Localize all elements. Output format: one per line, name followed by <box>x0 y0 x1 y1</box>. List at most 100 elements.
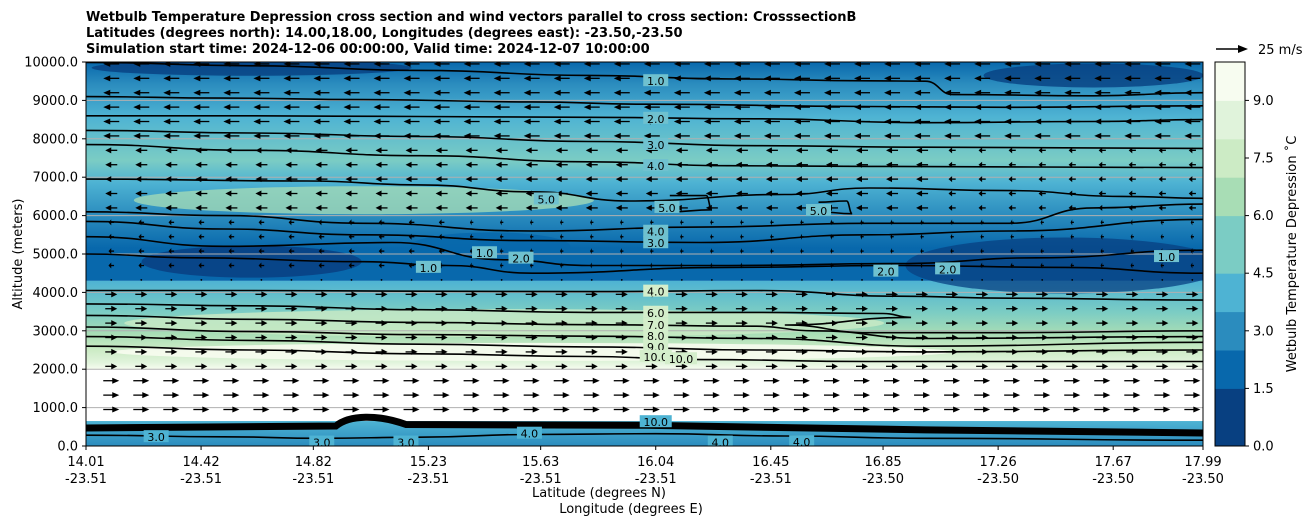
wind-vector-head <box>111 291 118 298</box>
wind-vector-head <box>680 233 682 240</box>
wind-vector-head <box>283 62 291 67</box>
wind-vector-head <box>583 89 591 96</box>
wind-vector-head <box>1190 219 1193 226</box>
wind-vector-head <box>531 305 538 312</box>
wind-vector-head <box>793 132 801 139</box>
wind-vector-head <box>892 305 899 312</box>
wind-vector-head <box>322 406 330 413</box>
wind-vector-head <box>765 176 772 183</box>
wind-vector-head <box>232 377 240 384</box>
wind-vector-head <box>741 305 748 312</box>
wind-vector-head <box>168 233 172 240</box>
wind-vector <box>650 279 653 281</box>
wind-vector-head <box>1072 320 1079 327</box>
wind-vector-head <box>373 89 381 96</box>
wind-vector-head <box>978 176 983 183</box>
wind-vector-head <box>1128 204 1133 211</box>
wind-vector-head <box>561 291 568 298</box>
wind-vector-head <box>712 406 720 413</box>
wind-vector-head <box>952 320 959 327</box>
wind-vector <box>530 279 533 281</box>
wind-vector-head <box>283 75 291 82</box>
wind-vector-head <box>711 305 718 312</box>
wind-vector-head <box>382 377 390 384</box>
wind-vector-head <box>343 104 351 111</box>
contour-label: 1.0 <box>647 75 665 88</box>
wind-vector-head <box>1064 104 1072 111</box>
wind-vector-head <box>1068 204 1073 211</box>
wind-vector-head <box>886 190 893 197</box>
wind-vector-head <box>860 233 863 240</box>
wind-vector-head <box>1102 348 1109 355</box>
wind-vector-head <box>201 348 208 355</box>
wind-vector-head <box>472 392 480 399</box>
wind-vector-head <box>741 320 748 327</box>
contour-label-bg <box>415 260 441 273</box>
wind-vector-head <box>501 291 508 298</box>
wind-vector-head <box>262 377 270 384</box>
wind-vector-head <box>313 75 321 82</box>
wind-vector <box>260 279 263 281</box>
wind-vector-head <box>712 392 720 399</box>
wind-vector-head <box>258 262 262 269</box>
wind-vector-head <box>733 89 741 96</box>
colorbar-tick-label: 0.0 <box>1253 440 1274 455</box>
wind-vector-head <box>103 118 111 125</box>
wind-vector-head <box>1100 248 1103 255</box>
wind-vector-head <box>382 392 390 399</box>
wind-vector-head <box>890 248 893 255</box>
contour-label-bg <box>516 426 542 439</box>
wind-vector-head <box>673 62 681 67</box>
wind-vector-head <box>291 334 298 341</box>
wind-vector-head <box>321 348 328 355</box>
y-axis-label: Altitude (meters) <box>11 199 26 310</box>
wind-vector-head <box>141 320 148 327</box>
wind-vector-head <box>673 75 681 82</box>
wind-vector <box>861 279 863 281</box>
wind-vector-head <box>103 132 111 139</box>
wind-vector-head <box>854 132 862 139</box>
wind-vector-head <box>433 75 441 82</box>
wind-vector-head <box>1010 233 1013 240</box>
wind-vector-head <box>705 161 712 168</box>
wind-vector-head <box>1012 291 1019 298</box>
wind-vector-head <box>1038 161 1043 168</box>
contour-label: 3.0 <box>647 237 665 250</box>
wind-vector-head <box>1132 320 1139 327</box>
x-tick-label-lat: 17.99 <box>1184 455 1221 470</box>
wind-vector-head <box>288 233 292 240</box>
wind-vector-head <box>343 89 351 96</box>
wind-vector-head <box>862 334 869 341</box>
wind-vector-head <box>591 363 598 370</box>
wind-vector-head <box>1040 248 1043 255</box>
wind-vector-head <box>591 305 598 312</box>
wind-vector-head <box>772 406 780 413</box>
wind-vector-head <box>681 291 688 298</box>
wind-vector-head <box>585 190 592 197</box>
wind-vector-head <box>502 406 510 413</box>
wind-vector-head <box>974 118 982 125</box>
wind-vector-head <box>501 348 508 355</box>
contour-label: 10.0 <box>643 416 668 429</box>
wind-vector-head <box>463 75 471 82</box>
wind-vector <box>801 279 803 281</box>
wind-vector-head <box>525 204 532 211</box>
wind-vector-head <box>886 176 893 183</box>
wind-vector-head <box>1158 204 1163 211</box>
wind-vector <box>380 279 383 281</box>
wind-vector-head <box>1012 305 1019 312</box>
wind-vector-head <box>441 291 448 298</box>
wind-vector-head <box>285 176 292 183</box>
wind-vector-head <box>531 291 538 298</box>
colorbar-segment <box>1215 426 1245 447</box>
wind-vector-head <box>1162 334 1169 341</box>
wind-vector-head <box>285 147 292 154</box>
wind-vector-head <box>914 62 922 67</box>
wind-vector-head <box>802 392 810 399</box>
wind-vector-head <box>525 147 532 154</box>
wind-vector-head <box>763 132 771 139</box>
wind-vector-head <box>228 219 232 226</box>
wind-vector-head <box>255 147 262 154</box>
wind-vector-head <box>198 219 202 226</box>
wind-vector-head <box>613 75 621 82</box>
